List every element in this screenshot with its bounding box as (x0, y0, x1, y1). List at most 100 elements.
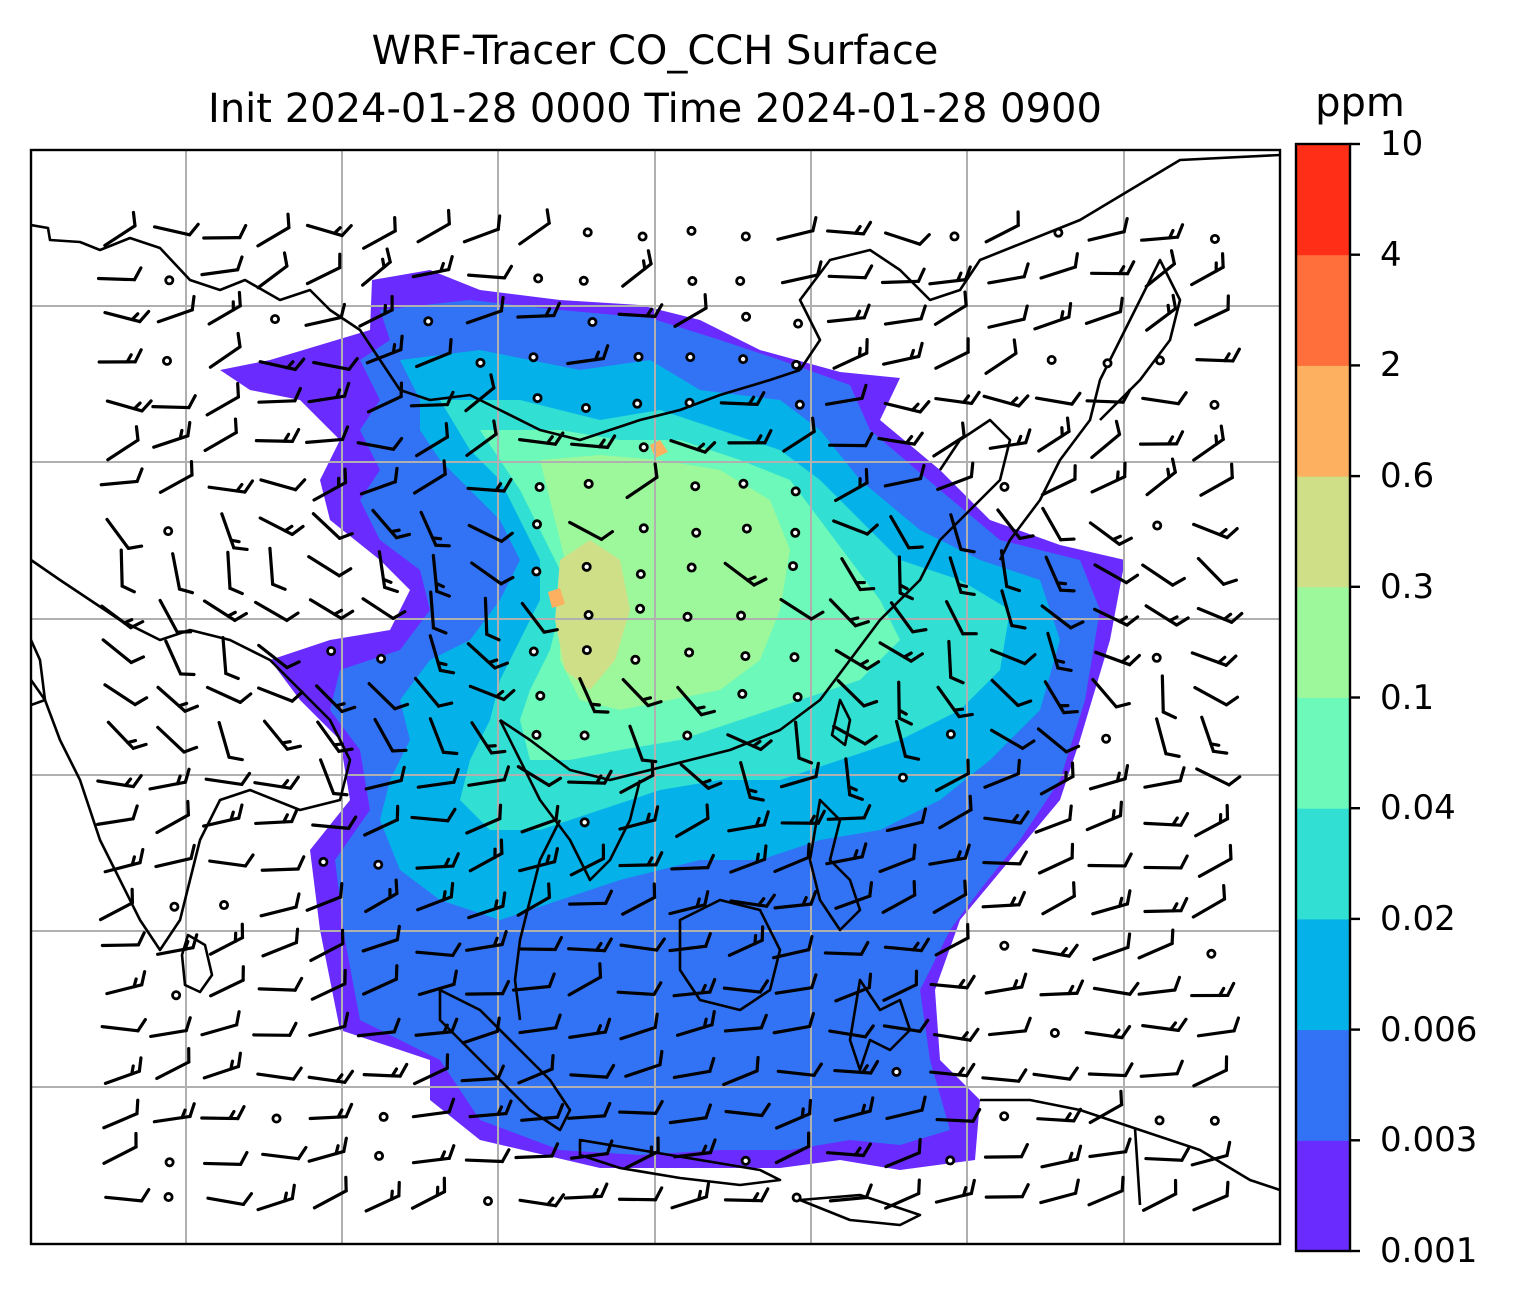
wind-barb (1144, 249, 1176, 288)
wind-barb (1160, 674, 1178, 720)
co-concentration-field (220, 270, 1125, 1170)
wind-barb (834, 467, 869, 503)
wind-barb (828, 1024, 875, 1039)
wind-barb (152, 1102, 196, 1124)
wind-barb (1085, 388, 1132, 404)
wind-barb (465, 295, 505, 325)
wind-barb (944, 600, 978, 636)
wind-barb (567, 769, 613, 785)
colorbar-band (1296, 1029, 1350, 1141)
wind-barb (106, 720, 148, 750)
wind-barb (1200, 715, 1229, 755)
wind-barb (208, 853, 255, 868)
wind-barb (415, 422, 449, 458)
wind-calm-marker (373, 859, 384, 870)
wind-barb (826, 804, 872, 821)
wind-calm-marker (793, 318, 804, 329)
wind-barb (261, 927, 300, 958)
wind-barb (724, 1102, 771, 1118)
wind-barb (624, 1049, 664, 1078)
wind-barb (828, 598, 870, 628)
wind-calm-marker (163, 1192, 174, 1203)
wind-calm-marker (582, 227, 593, 238)
map-title-line-2: Init 2024-01-28 0000 Time 2024-01-28 090… (208, 86, 1102, 132)
wind-barb (723, 1013, 768, 1033)
wind-barb (1190, 252, 1225, 287)
wind-barb (363, 804, 400, 837)
wind-calm-marker (528, 646, 539, 657)
wind-calm-marker (740, 1155, 751, 1166)
wind-calm-marker (735, 275, 746, 286)
wind-calm-marker (482, 1196, 493, 1207)
wind-calm-marker (169, 901, 180, 912)
wind-barb (1034, 391, 1082, 406)
wind-barb (468, 684, 516, 702)
wind-barb (312, 357, 359, 371)
wind-barb (256, 251, 289, 290)
wind-calm-marker (897, 772, 908, 783)
wind-barb (1192, 424, 1225, 462)
wind-barb (1092, 932, 1132, 962)
wind-barb (1196, 1016, 1240, 1038)
wind-barb (466, 642, 510, 670)
wind-barb (205, 381, 241, 417)
wind-barb (221, 635, 240, 681)
wind-barb (1040, 604, 1085, 630)
wind-barb (257, 976, 304, 992)
wind-calm-marker (999, 481, 1010, 492)
wind-calm-marker (792, 692, 803, 703)
coastline-java (578, 1138, 782, 1187)
wind-barb (774, 1131, 811, 1165)
wind-calm-marker (1102, 358, 1113, 369)
wind-barb (624, 1136, 660, 1170)
wind-barb (619, 937, 666, 952)
wind-barb (467, 891, 507, 920)
wind-barb (617, 303, 664, 318)
wind-barb (202, 803, 244, 828)
wind-barb (727, 925, 765, 957)
wind-barb (928, 843, 971, 866)
wind-barb (894, 719, 921, 761)
wind-calm-marker (945, 729, 956, 740)
wind-barb (366, 381, 404, 414)
wind-barb (987, 1016, 1032, 1037)
wind-barb (881, 880, 917, 914)
wind-barb (567, 1101, 612, 1120)
wind-barb (780, 809, 826, 825)
wind-calm-marker (1154, 355, 1165, 366)
wind-barb (1033, 302, 1073, 331)
colorbar-band (1296, 144, 1350, 256)
map-frame (29, 148, 1282, 1246)
wind-barb (1141, 1017, 1188, 1032)
wind-barb (102, 1131, 138, 1165)
wind-barb (416, 208, 451, 244)
wind-calm-marker (737, 688, 748, 699)
wind-barb (834, 881, 874, 910)
wind-barb (203, 1150, 249, 1166)
wind-barb (151, 394, 197, 410)
wind-barb (419, 510, 451, 548)
wind-barbs (95, 208, 1244, 1213)
wind-barb (889, 515, 924, 550)
wind-calm-marker (891, 1066, 902, 1077)
wind-barb (618, 1099, 664, 1115)
wind-calm-marker (1046, 354, 1057, 365)
wind-barb (466, 477, 513, 493)
wind-barb (362, 1062, 409, 1078)
wind-barb (152, 222, 200, 237)
wind-calm-marker (999, 1111, 1010, 1122)
wind-barb (1037, 842, 1075, 875)
coastline-north-asia (31, 223, 801, 442)
wind-calm-marker (684, 397, 695, 408)
wind-barb (517, 935, 563, 952)
wind-barb (569, 843, 606, 877)
wind-calm-marker (684, 647, 695, 658)
wind-barb (989, 728, 1036, 750)
wind-barb (567, 962, 603, 997)
wind-calm-marker (790, 527, 801, 538)
wind-barb (307, 1136, 348, 1163)
wind-barb (305, 223, 353, 238)
wind-barb (410, 1176, 447, 1210)
wind-barb (932, 1027, 980, 1042)
wind-barb (410, 807, 457, 823)
